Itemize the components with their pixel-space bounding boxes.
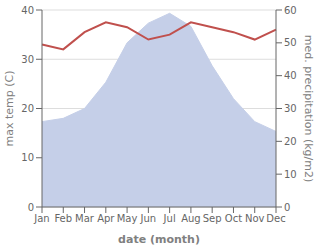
svg-text:20: 20 xyxy=(284,136,297,147)
svg-text:0: 0 xyxy=(28,202,34,213)
svg-text:Feb: Feb xyxy=(54,213,72,224)
svg-text:40: 40 xyxy=(284,70,297,81)
svg-text:date (month): date (month) xyxy=(118,233,200,246)
svg-text:60: 60 xyxy=(284,5,297,16)
svg-text:Oct: Oct xyxy=(225,213,242,224)
svg-text:Aug: Aug xyxy=(181,213,201,224)
svg-text:10: 10 xyxy=(284,169,297,180)
svg-text:20: 20 xyxy=(21,103,34,114)
svg-text:0: 0 xyxy=(284,202,290,213)
svg-text:50: 50 xyxy=(284,37,297,48)
svg-text:Mar: Mar xyxy=(75,213,95,224)
svg-text:40: 40 xyxy=(21,5,34,16)
svg-text:Jun: Jun xyxy=(140,213,157,224)
svg-text:Nov: Nov xyxy=(245,213,265,224)
svg-text:Apr: Apr xyxy=(97,213,115,224)
svg-text:Dec: Dec xyxy=(266,213,285,224)
svg-text:30: 30 xyxy=(21,54,34,65)
svg-text:Jul: Jul xyxy=(163,213,176,224)
svg-text:max temp (C): max temp (C) xyxy=(3,70,16,146)
svg-text:Sep: Sep xyxy=(203,213,222,224)
svg-text:Jan: Jan xyxy=(33,213,49,224)
svg-text:10: 10 xyxy=(21,152,34,163)
svg-text:30: 30 xyxy=(284,103,297,114)
svg-text:med. precipitation (kg/m2): med. precipitation (kg/m2) xyxy=(302,35,315,183)
svg-text:May: May xyxy=(117,213,138,224)
